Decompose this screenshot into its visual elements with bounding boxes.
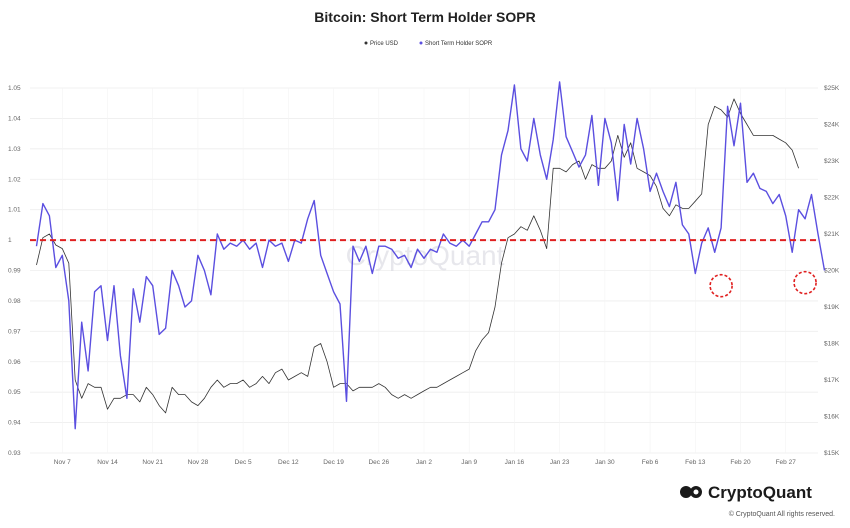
x-tick-label: Nov 7 [54, 459, 71, 466]
highlight-circle [793, 270, 817, 295]
y-left-tick-label: 0.97 [8, 328, 21, 335]
x-tick-label: Dec 26 [368, 459, 389, 466]
cryptoquant-logo-icon [680, 486, 702, 498]
watermark: CryptoQuant [346, 240, 505, 271]
y-left-tick-label: 1.04 [8, 115, 21, 122]
y-right-tick-label: $19K [824, 304, 840, 311]
y-right-tick-label: $25K [824, 85, 840, 92]
series-layer [35, 81, 826, 430]
y-right-tick-label: $18K [824, 341, 840, 348]
legend-swatch-sopr [419, 41, 423, 45]
series-line-price [36, 98, 799, 414]
x-axis: Nov 7 Nov 14 Nov 21 Nov 28 Dec 5 Dec 12 Dec 19… [54, 459, 796, 466]
y-left-tick-label: 0.96 [8, 359, 21, 366]
series-line-sopr [35, 81, 826, 430]
x-tick-label: Jan 2 [416, 459, 432, 466]
y-left-tick-label: 0.99 [8, 268, 21, 275]
y-left-tick-label: 0.93 [8, 450, 21, 457]
y-right-tick-label: $23K [824, 158, 840, 165]
x-tick-label: Jan 16 [505, 459, 525, 466]
y-axis-left: 0.93 0.94 0.95 0.96 0.97 0.98 0.99 1 1.01 1.02 1.0… [8, 85, 21, 457]
y-left-tick-label: 1.02 [8, 176, 21, 183]
x-tick-label: Dec 12 [278, 459, 299, 466]
y-right-tick-label: $21K [824, 231, 840, 238]
y-left-tick-label: 1.05 [8, 85, 21, 92]
brand-name: CryptoQuant [708, 483, 812, 502]
x-tick-label: Feb 13 [685, 459, 706, 466]
x-tick-label: Dec 5 [235, 459, 252, 466]
legend-label-sopr: Short Term Holder SOPR [425, 41, 493, 47]
legend: Price USD Short Term Holder SOPR [364, 41, 493, 47]
y-left-tick-label: 1 [8, 237, 12, 244]
x-tick-label: Feb 27 [776, 459, 797, 466]
legend-label-price: Price USD [370, 41, 399, 47]
x-tick-label: Jan 9 [461, 459, 477, 466]
legend-swatch-price [364, 41, 368, 45]
y-right-tick-label: $22K [824, 195, 840, 202]
y-right-tick-label: $16K [824, 414, 840, 421]
x-tick-label: Jan 30 [595, 459, 615, 466]
x-tick-label: Nov 21 [142, 459, 163, 466]
y-left-tick-label: 0.94 [8, 420, 21, 427]
y-left-tick-label: 0.95 [8, 389, 21, 396]
highlight-circle [709, 273, 733, 298]
y-right-tick-label: $17K [824, 377, 840, 384]
y-right-tick-label: $20K [824, 268, 840, 275]
brand: CryptoQuant © CryptoQuant All rights res… [680, 483, 835, 518]
chart-title: Bitcoin: Short Term Holder SOPR [314, 9, 535, 25]
y-right-tick-label: $15K [824, 450, 840, 457]
reference-layer [30, 239, 818, 298]
y-right-tick-label: $24K [824, 122, 840, 129]
grid [30, 87, 818, 454]
x-tick-label: Feb 20 [730, 459, 751, 466]
x-tick-label: Feb 6 [642, 459, 659, 466]
y-axis-right: $15K $16K $17K $18K $19K $20K $21K $22K $23K $24K… [824, 85, 840, 457]
x-tick-label: Dec 19 [323, 459, 344, 466]
x-tick-label: Nov 14 [97, 459, 118, 466]
copyright-text: © CryptoQuant All rights reserved. [729, 510, 835, 518]
x-tick-label: Nov 28 [188, 459, 209, 466]
x-tick-label: Jan 23 [550, 459, 570, 466]
y-left-tick-label: 0.98 [8, 298, 21, 305]
y-left-tick-label: 1.01 [8, 207, 21, 214]
y-left-tick-label: 1.03 [8, 146, 21, 153]
